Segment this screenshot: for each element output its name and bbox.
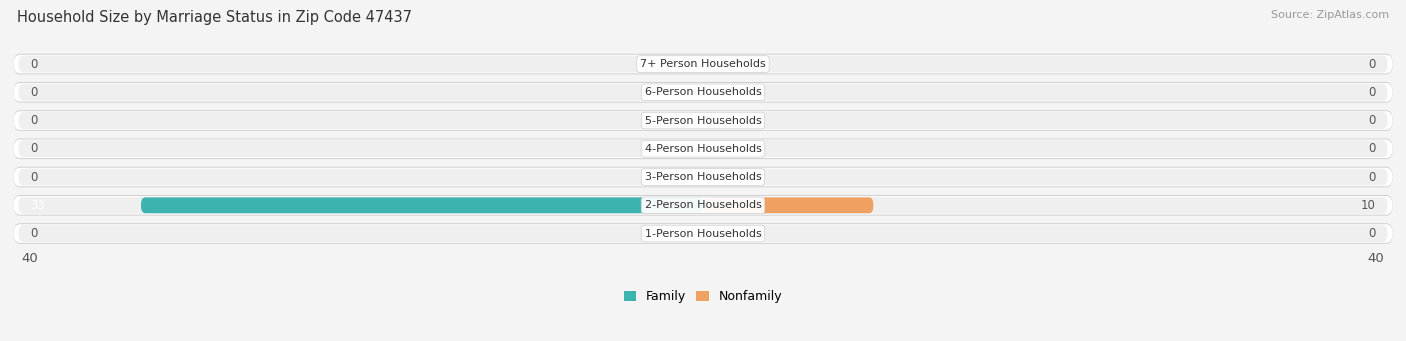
FancyBboxPatch shape [13,196,1393,214]
Text: 33: 33 [31,199,45,212]
Text: 0: 0 [1368,114,1375,127]
FancyBboxPatch shape [13,224,1393,243]
FancyBboxPatch shape [18,225,1388,242]
Text: 7+ Person Households: 7+ Person Households [640,59,766,69]
FancyBboxPatch shape [13,83,1393,102]
Text: 10: 10 [1361,199,1375,212]
FancyBboxPatch shape [18,168,1388,186]
Text: 0: 0 [31,86,38,99]
Text: 0: 0 [31,142,38,155]
FancyBboxPatch shape [13,223,1393,244]
Text: 1-Person Households: 1-Person Households [644,228,762,239]
Legend: Family, Nonfamily: Family, Nonfamily [624,291,782,303]
Text: 0: 0 [1368,227,1375,240]
FancyBboxPatch shape [18,84,1388,101]
Text: Source: ZipAtlas.com: Source: ZipAtlas.com [1271,10,1389,20]
FancyBboxPatch shape [141,197,703,213]
FancyBboxPatch shape [703,197,873,213]
FancyBboxPatch shape [18,56,1388,73]
Text: 6-Person Households: 6-Person Households [644,87,762,97]
Text: 0: 0 [31,58,38,71]
Text: 2-Person Households: 2-Person Households [644,200,762,210]
FancyBboxPatch shape [13,139,1393,158]
FancyBboxPatch shape [18,197,1388,214]
FancyBboxPatch shape [13,110,1393,131]
Text: 0: 0 [31,170,38,183]
Text: 0: 0 [1368,170,1375,183]
FancyBboxPatch shape [13,111,1393,130]
FancyBboxPatch shape [13,138,1393,159]
Text: 0: 0 [1368,86,1375,99]
Text: 40: 40 [1368,252,1384,265]
FancyBboxPatch shape [13,54,1393,74]
FancyBboxPatch shape [13,167,1393,187]
FancyBboxPatch shape [13,195,1393,216]
Text: 3-Person Households: 3-Person Households [644,172,762,182]
FancyBboxPatch shape [13,168,1393,187]
FancyBboxPatch shape [18,112,1388,129]
Text: 0: 0 [31,114,38,127]
Text: 0: 0 [1368,142,1375,155]
Text: 0: 0 [31,227,38,240]
Text: Household Size by Marriage Status in Zip Code 47437: Household Size by Marriage Status in Zip… [17,10,412,25]
FancyBboxPatch shape [13,82,1393,103]
Text: 40: 40 [22,252,38,265]
FancyBboxPatch shape [18,140,1388,157]
Text: 4-Person Households: 4-Person Households [644,144,762,154]
Text: 5-Person Households: 5-Person Households [644,116,762,125]
Text: 0: 0 [1368,58,1375,71]
FancyBboxPatch shape [13,55,1393,73]
